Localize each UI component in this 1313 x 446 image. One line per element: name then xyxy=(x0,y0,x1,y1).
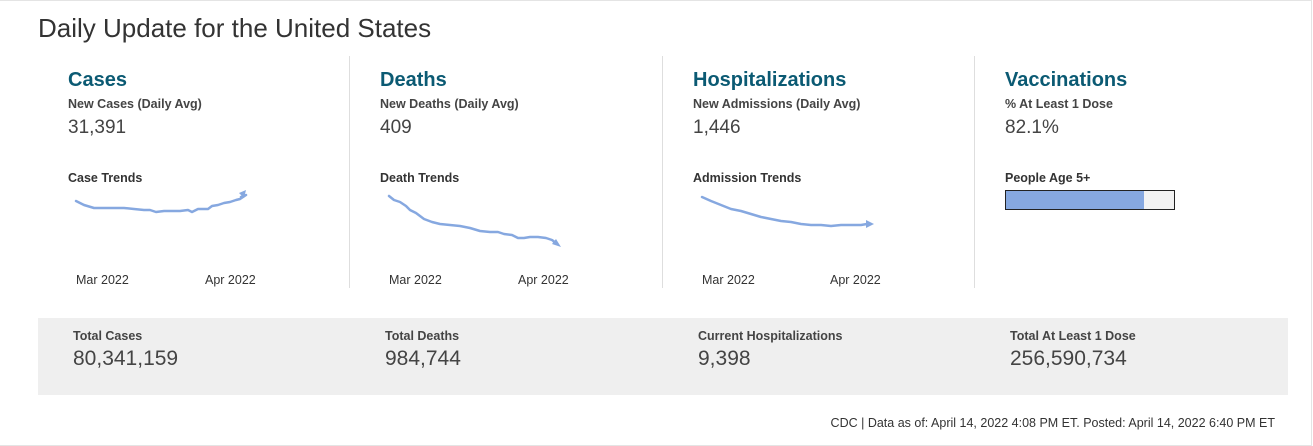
cases-axis-end: Apr 2022 xyxy=(205,273,256,287)
cases-sparkline[interactable] xyxy=(68,184,258,256)
cases-axis-start: Mar 2022 xyxy=(76,273,129,287)
total-deaths-value: 984,744 xyxy=(385,347,461,370)
hospitalizations-sub-label: New Admissions (Daily Avg) xyxy=(693,97,861,111)
hospitalizations-panel: Hospitalizations New Admissions (Daily A… xyxy=(693,56,975,288)
vaccinations-value: 82.1% xyxy=(1005,117,1059,138)
deaths-sub-label: New Deaths (Daily Avg) xyxy=(380,97,519,111)
current-hospitalizations-label: Current Hospitalizations xyxy=(698,329,843,343)
deaths-value: 409 xyxy=(380,117,412,138)
vaccinations-title[interactable]: Vaccinations xyxy=(1005,69,1128,91)
vaccinations-bar-label: People Age 5+ xyxy=(1005,171,1091,185)
deaths-trend-label: Death Trends xyxy=(380,171,460,185)
deaths-axis-end: Apr 2022 xyxy=(518,273,569,287)
cases-trend-label: Case Trends xyxy=(68,171,143,185)
data-source-footer: CDC | Data as of: April 14, 2022 4:08 PM… xyxy=(830,416,1275,430)
total-cases-value: 80,341,159 xyxy=(73,347,179,370)
page-title: Daily Update for the United States xyxy=(38,13,432,43)
total-at-least-one-dose-label: Total At Least 1 Dose xyxy=(1010,329,1136,343)
hospitalizations-axis-end: Apr 2022 xyxy=(830,273,881,287)
vaccination-progress-bar[interactable] xyxy=(1005,190,1175,210)
total-at-least-one-dose-value: 256,590,734 xyxy=(1010,347,1127,370)
admissions-sparkline[interactable] xyxy=(693,184,883,256)
cases-panel: Cases New Cases (Daily Avg) 31,391 Case … xyxy=(68,56,350,288)
deaths-title[interactable]: Deaths xyxy=(380,69,447,91)
vaccinations-panel: Vaccinations % At Least 1 Dose 82.1% Peo… xyxy=(1005,56,1285,288)
cases-sub-label: New Cases (Daily Avg) xyxy=(68,97,202,111)
vaccination-progress-fill xyxy=(1006,191,1144,209)
hospitalizations-axis-start: Mar 2022 xyxy=(702,273,755,287)
cases-value: 31,391 xyxy=(68,117,127,138)
hospitalizations-value: 1,446 xyxy=(693,117,741,138)
deaths-axis-start: Mar 2022 xyxy=(389,273,442,287)
total-deaths-label: Total Deaths xyxy=(385,329,460,343)
hospitalizations-title[interactable]: Hospitalizations xyxy=(693,69,847,91)
totals-band: Total Cases 80,341,159 Total Deaths 984,… xyxy=(38,318,1288,395)
cases-title[interactable]: Cases xyxy=(68,69,127,91)
admission-trend-label: Admission Trends xyxy=(693,171,802,185)
deaths-sparkline[interactable] xyxy=(380,184,570,256)
deaths-panel: Deaths New Deaths (Daily Avg) 409 Death … xyxy=(380,56,663,288)
vaccinations-sub-label: % At Least 1 Dose xyxy=(1005,97,1113,111)
current-hospitalizations-value: 9,398 xyxy=(698,347,751,370)
total-cases-label: Total Cases xyxy=(73,329,143,343)
